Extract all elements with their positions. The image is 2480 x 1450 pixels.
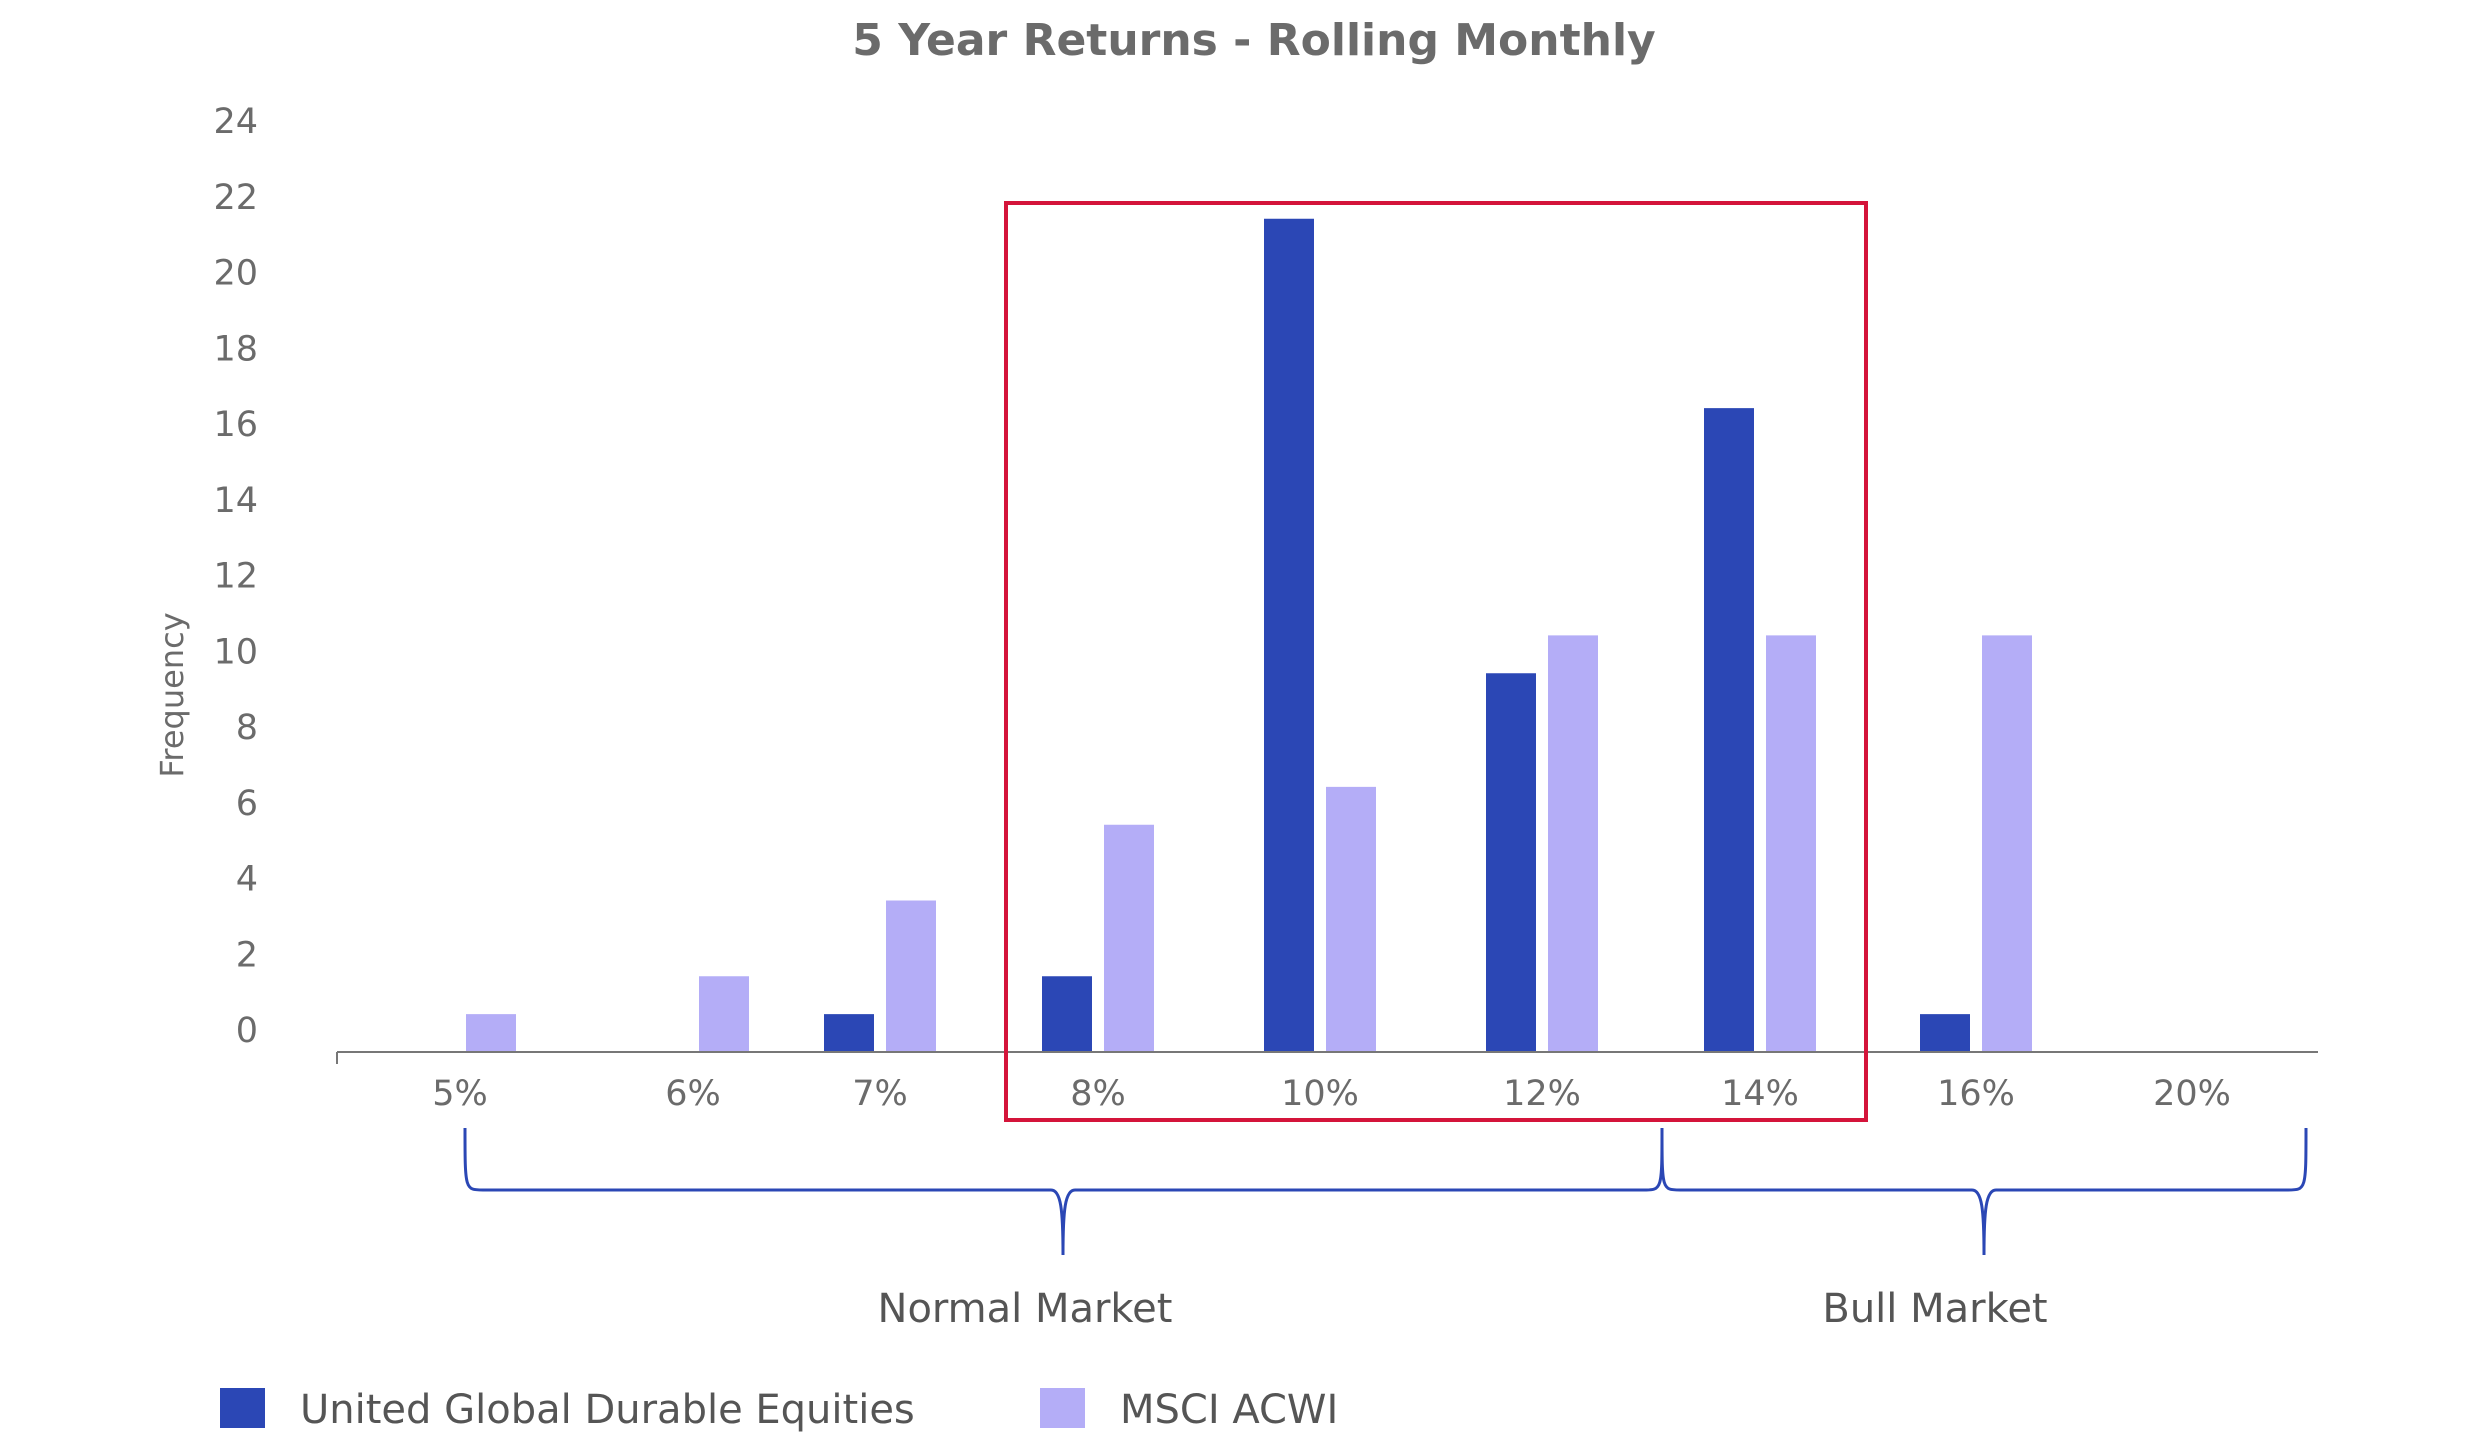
x-tick-label: 14% — [1721, 1074, 1799, 1114]
bar-united-global-durable-equities — [1042, 976, 1092, 1052]
bar-msci-acwi — [1104, 824, 1154, 1052]
bar-msci-acwi — [1982, 635, 2032, 1052]
x-tick-label: 12% — [1503, 1074, 1581, 1114]
bar-united-global-durable-equities — [1264, 218, 1314, 1052]
y-axis-label: Frequency — [153, 612, 191, 777]
x-tick-label: 16% — [1937, 1074, 2015, 1114]
y-tick-label: 18 — [213, 329, 258, 369]
legend-label: MSCI ACWI — [1120, 1387, 1338, 1433]
bar-msci-acwi — [1766, 635, 1816, 1052]
legend-swatch — [1040, 1388, 1085, 1428]
bar-united-global-durable-equities — [1704, 408, 1754, 1052]
highlight-box — [1004, 201, 1868, 1122]
x-axis-ticks: 5% 6% 7% 8% 10% 12% 14% 16% 20% — [432, 1074, 2231, 1114]
y-tick-label: 10 — [213, 632, 258, 672]
chart-title: 5 Year Returns - Rolling Monthly — [852, 15, 1655, 66]
y-tick-label: 16 — [213, 405, 258, 445]
x-tick-label: 5% — [432, 1074, 488, 1114]
bar-msci-acwi — [1326, 786, 1376, 1052]
y-tick-label: 0 — [236, 1011, 258, 1051]
region-label-bull-market: Bull Market — [1822, 1286, 2047, 1332]
bar-msci-acwi — [886, 900, 936, 1052]
y-tick-label: 12 — [213, 557, 258, 597]
x-tick-label: 10% — [1281, 1074, 1359, 1114]
y-tick-label: 20 — [213, 254, 258, 294]
bar-msci-acwi — [1548, 635, 1598, 1052]
region-brackets: Normal Market Bull Market — [463, 1127, 2308, 1332]
legend: United Global Durable Equities MSCI ACWI — [220, 1387, 1338, 1433]
bar-msci-acwi — [699, 976, 749, 1052]
legend-swatch — [220, 1388, 265, 1428]
y-tick-label: 8 — [236, 708, 258, 748]
y-tick-label: 24 — [213, 102, 258, 142]
y-tick-label: 6 — [236, 784, 258, 824]
y-tick-label: 22 — [213, 178, 258, 218]
legend-label: United Global Durable Equities — [300, 1387, 915, 1433]
bar-msci-acwi — [466, 1014, 516, 1052]
bar-united-global-durable-equities — [1486, 673, 1536, 1052]
bar-united-global-durable-equities — [824, 1014, 874, 1052]
x-tick-label: 7% — [852, 1074, 908, 1114]
bars — [466, 218, 2032, 1052]
bracket-normal-market — [463, 1127, 1664, 1256]
x-tick-label: 8% — [1070, 1074, 1126, 1114]
x-tick-label: 20% — [2153, 1074, 2231, 1114]
y-tick-label: 2 — [236, 935, 258, 975]
bar-united-global-durable-equities — [1920, 1014, 1970, 1052]
y-tick-label: 14 — [213, 481, 258, 521]
x-tick-label: 6% — [665, 1074, 721, 1114]
bracket-bull-market — [1660, 1127, 2308, 1256]
y-tick-label: 4 — [236, 860, 258, 900]
region-label-normal-market: Normal Market — [878, 1286, 1173, 1332]
